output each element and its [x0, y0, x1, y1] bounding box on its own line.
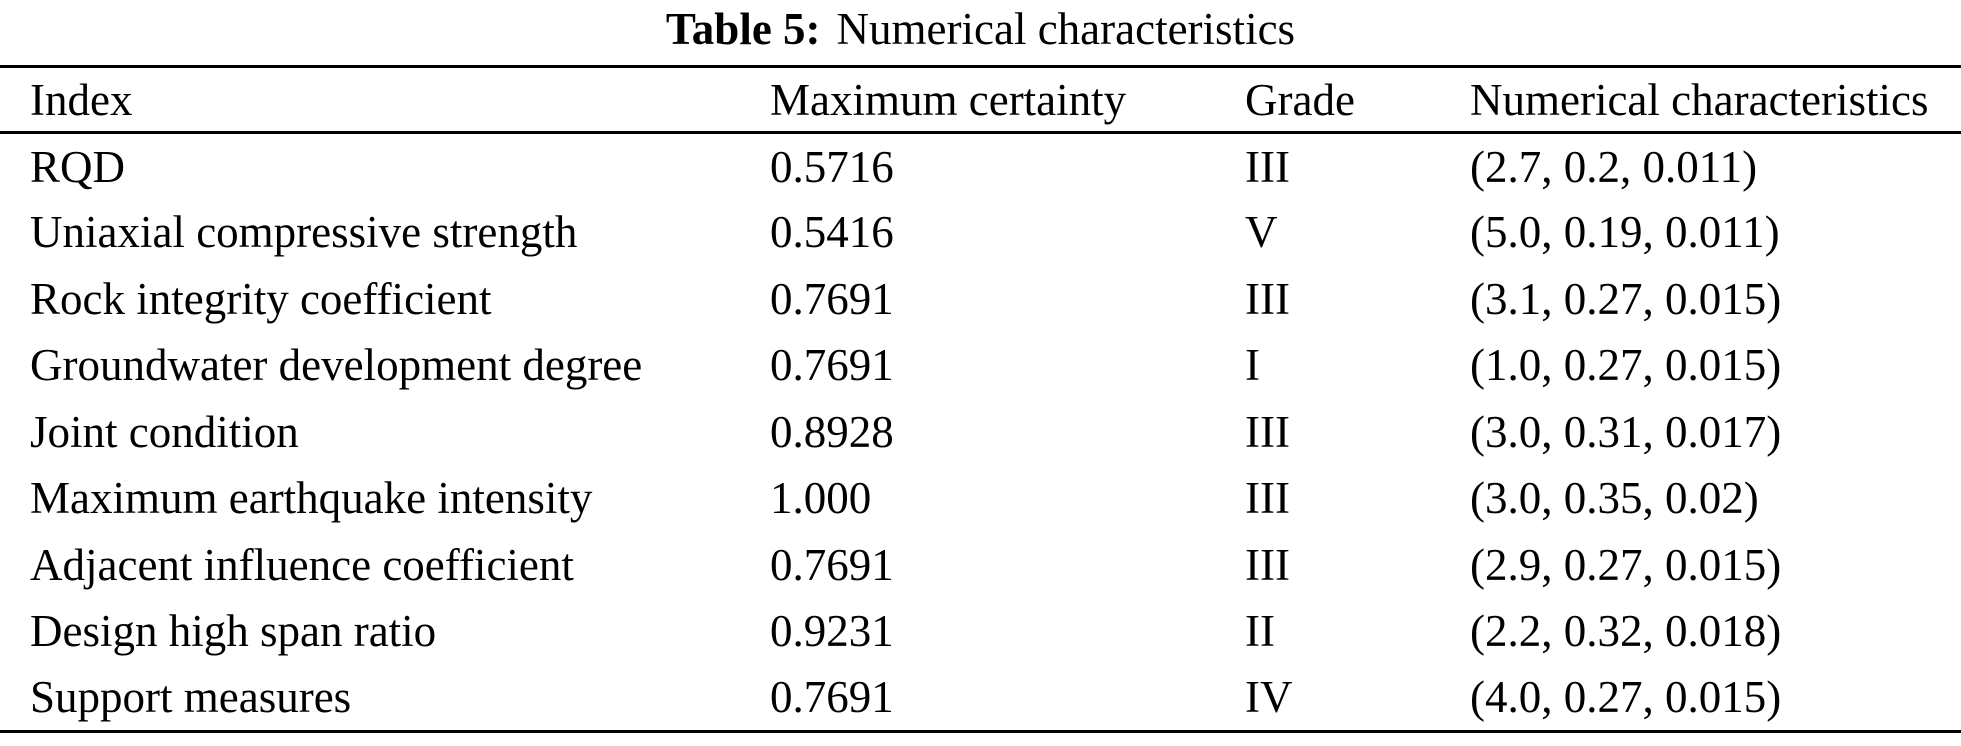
cell-grade: III — [1245, 273, 1290, 324]
table-header: Index Maximum certainty Grade Numerical … — [0, 66, 1961, 134]
cell-index: RQD — [30, 141, 126, 192]
table-row: RQD 0.5716 III (2.7, 0.2, 0.011) — [0, 133, 1961, 200]
cell-characteristics: (2.9, 0.27, 0.015) — [1470, 539, 1782, 590]
cell-grade: III — [1245, 406, 1290, 457]
cell-index: Uniaxial compressive strength — [30, 207, 578, 258]
table-row: Design high span ratio 0.9231 II (2.2, 0… — [0, 598, 1961, 665]
cell-index: Design high span ratio — [30, 606, 437, 657]
cell-index: Joint condition — [30, 406, 299, 457]
column-header-index: Index — [0, 66, 740, 134]
table-body: RQD 0.5716 III (2.7, 0.2, 0.011) Uniaxia… — [0, 133, 1961, 732]
cell-index: Groundwater development degree — [30, 340, 643, 391]
column-header-grade: Grade — [1230, 66, 1445, 134]
cell-grade: II — [1245, 606, 1275, 657]
cell-index: Maximum earthquake intensity — [30, 473, 593, 524]
cell-max-certainty: 0.9231 — [770, 606, 894, 657]
cell-characteristics: (5.0, 0.19, 0.011) — [1470, 207, 1780, 258]
table-row: Rock integrity coefficient 0.7691 III (3… — [0, 266, 1961, 333]
cell-grade: III — [1245, 141, 1290, 192]
cell-max-certainty: 0.7691 — [770, 672, 894, 722]
cell-grade: V — [1245, 207, 1278, 258]
cell-max-certainty: 0.5716 — [770, 141, 894, 192]
cell-max-certainty: 0.7691 — [770, 539, 894, 590]
table-caption: Table 5: Numerical characteristics — [0, 0, 1961, 65]
table-caption-label: Table 5: — [665, 4, 821, 54]
cell-max-certainty: 0.7691 — [770, 273, 894, 324]
cell-max-certainty: 0.5416 — [770, 207, 894, 258]
cell-characteristics: (4.0, 0.27, 0.015) — [1470, 672, 1782, 722]
cell-index: Adjacent influence coefficient — [30, 539, 574, 590]
table-row: Uniaxial compressive strength 0.5416 V (… — [0, 199, 1961, 266]
cell-grade: IV — [1245, 672, 1293, 722]
column-header-numerical-characteristics: Numerical characteristics — [1445, 66, 1961, 134]
cell-characteristics: (2.2, 0.32, 0.018) — [1470, 606, 1782, 657]
cell-index: Rock integrity coefficient — [30, 273, 492, 324]
cell-index: Support measures — [30, 672, 352, 722]
cell-max-certainty: 0.7691 — [770, 340, 894, 391]
cell-characteristics: (3.1, 0.27, 0.015) — [1470, 273, 1782, 324]
cell-characteristics: (2.7, 0.2, 0.011) — [1470, 141, 1758, 192]
column-header-maximum-certainty: Maximum certainty — [740, 66, 1230, 134]
cell-grade: I — [1245, 340, 1260, 391]
table-row: Support measures 0.7691 IV (4.0, 0.27, 0… — [0, 665, 1961, 732]
table-caption-text: Numerical characteristics — [836, 4, 1296, 54]
cell-grade: III — [1245, 539, 1290, 590]
table-row: Maximum earthquake intensity 1.000 III (… — [0, 465, 1961, 532]
cell-characteristics: (3.0, 0.35, 0.02) — [1470, 473, 1759, 524]
cell-grade: III — [1245, 473, 1290, 524]
cell-max-certainty: 0.8928 — [770, 406, 894, 457]
table-header-row: Index Maximum certainty Grade Numerical … — [0, 66, 1961, 134]
cell-characteristics: (1.0, 0.27, 0.015) — [1470, 340, 1782, 391]
numerical-characteristics-table: Index Maximum certainty Grade Numerical … — [0, 65, 1961, 733]
cell-characteristics: (3.0, 0.31, 0.017) — [1470, 406, 1782, 457]
table-row: Groundwater development degree 0.7691 I … — [0, 332, 1961, 399]
table-row: Joint condition 0.8928 III (3.0, 0.31, 0… — [0, 399, 1961, 466]
cell-max-certainty: 1.000 — [770, 473, 872, 524]
table-row: Adjacent influence coefficient 0.7691 II… — [0, 532, 1961, 599]
